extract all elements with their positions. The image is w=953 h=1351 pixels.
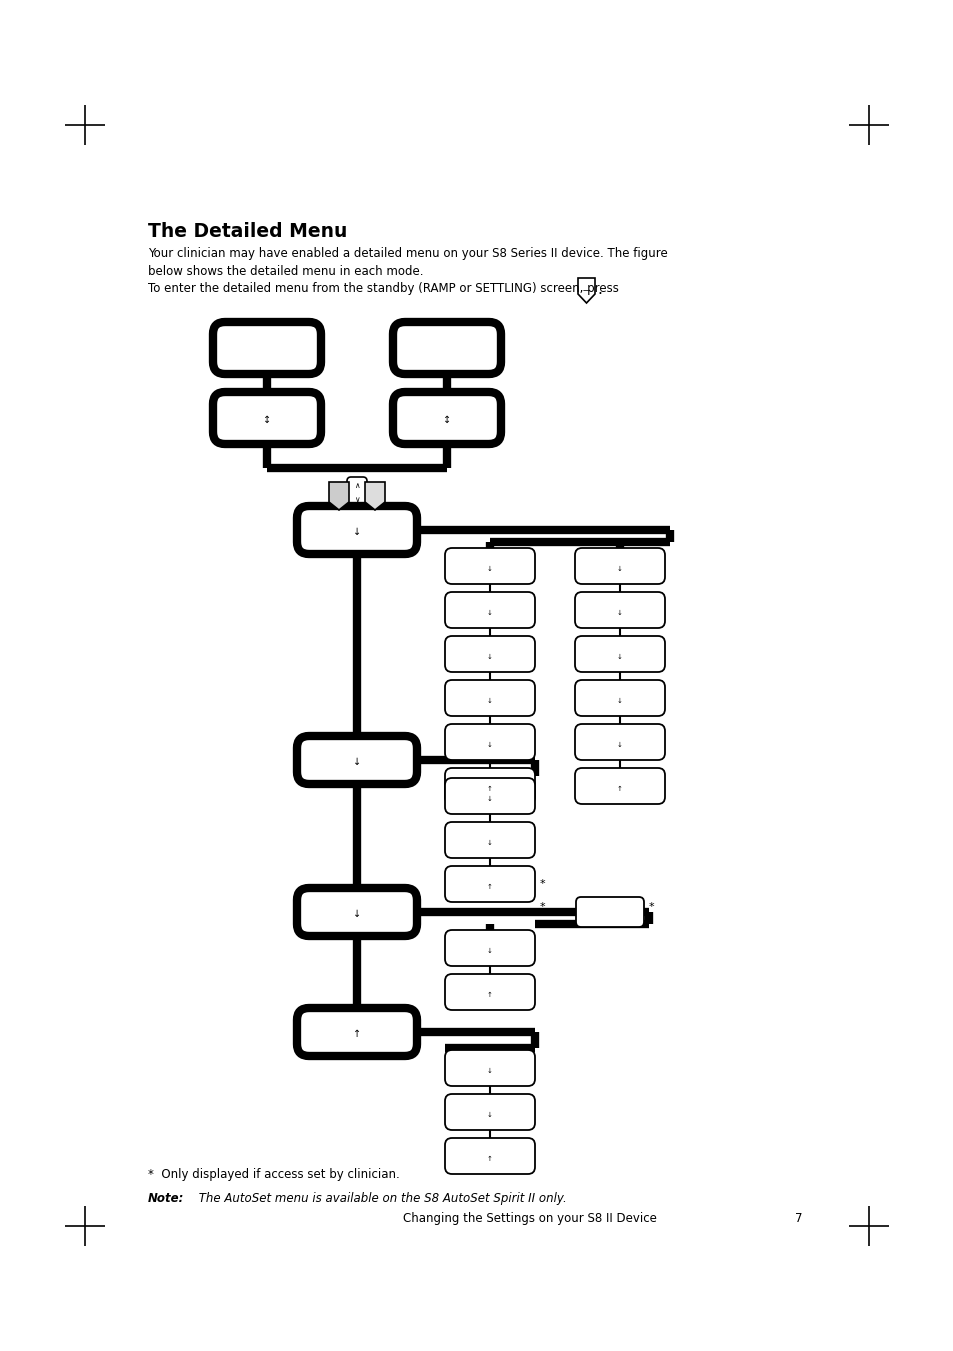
- FancyBboxPatch shape: [444, 549, 535, 584]
- Text: ↕: ↕: [263, 415, 271, 426]
- FancyBboxPatch shape: [444, 724, 535, 761]
- Text: ↓: ↓: [353, 909, 360, 919]
- Text: *: *: [659, 539, 664, 549]
- Text: ↓: ↓: [353, 527, 360, 536]
- FancyBboxPatch shape: [444, 974, 535, 1011]
- Text: ↓: ↓: [487, 566, 493, 571]
- FancyBboxPatch shape: [575, 767, 664, 804]
- FancyBboxPatch shape: [213, 322, 320, 374]
- FancyBboxPatch shape: [444, 636, 535, 671]
- Text: —: —: [582, 286, 590, 296]
- Text: 7: 7: [794, 1212, 801, 1225]
- FancyBboxPatch shape: [444, 767, 535, 804]
- Text: ↓: ↓: [487, 948, 493, 954]
- FancyBboxPatch shape: [296, 736, 416, 784]
- Text: ↓: ↓: [353, 757, 360, 767]
- FancyBboxPatch shape: [296, 1008, 416, 1056]
- FancyBboxPatch shape: [347, 477, 367, 507]
- Text: To enter the detailed menu from the standby (RAMP or SETTLING) screen, press: To enter the detailed menu from the stan…: [148, 282, 618, 295]
- Text: ↓: ↓: [617, 611, 622, 616]
- FancyBboxPatch shape: [444, 866, 535, 902]
- FancyBboxPatch shape: [296, 507, 416, 554]
- Text: *  Only displayed if access set by clinician.: * Only displayed if access set by clinic…: [148, 1169, 399, 1181]
- Text: ∧: ∧: [354, 481, 359, 490]
- Polygon shape: [365, 482, 385, 509]
- Text: ↑: ↑: [617, 786, 622, 792]
- Text: ↓: ↓: [617, 742, 622, 748]
- Text: ↓: ↓: [487, 654, 493, 661]
- Text: ↕: ↕: [442, 415, 451, 426]
- Text: ↑: ↑: [487, 786, 493, 792]
- Text: ↓: ↓: [487, 698, 493, 704]
- Text: ↓: ↓: [617, 698, 622, 704]
- Text: ↓: ↓: [487, 796, 493, 802]
- Text: ↓: ↓: [617, 566, 622, 571]
- FancyBboxPatch shape: [444, 1094, 535, 1129]
- FancyBboxPatch shape: [444, 929, 535, 966]
- Text: ↓: ↓: [487, 1069, 493, 1074]
- Polygon shape: [329, 482, 349, 509]
- Text: ∨: ∨: [354, 494, 359, 504]
- Text: ↓: ↓: [487, 742, 493, 748]
- FancyBboxPatch shape: [444, 778, 535, 815]
- FancyBboxPatch shape: [393, 322, 500, 374]
- Text: ↓: ↓: [487, 1112, 493, 1119]
- Text: *: *: [539, 902, 545, 912]
- FancyBboxPatch shape: [576, 897, 643, 927]
- Text: ↓: ↓: [617, 654, 622, 661]
- FancyBboxPatch shape: [393, 392, 500, 444]
- Text: ↑: ↑: [353, 1029, 360, 1039]
- Text: ↑: ↑: [487, 992, 493, 998]
- Text: .: .: [597, 281, 601, 296]
- Text: Note:: Note:: [148, 1192, 184, 1205]
- FancyBboxPatch shape: [444, 680, 535, 716]
- Text: ↑: ↑: [487, 1156, 493, 1162]
- Text: ↓: ↓: [487, 840, 493, 846]
- FancyBboxPatch shape: [575, 680, 664, 716]
- Text: Changing the Settings on your S8 II Device: Changing the Settings on your S8 II Devi…: [402, 1212, 657, 1225]
- Text: *: *: [529, 539, 535, 549]
- FancyBboxPatch shape: [444, 1050, 535, 1086]
- Text: The AutoSet menu is available on the S8 AutoSet Spirit II only.: The AutoSet menu is available on the S8 …: [194, 1192, 566, 1205]
- Text: *: *: [648, 902, 654, 912]
- Text: ↓: ↓: [487, 611, 493, 616]
- FancyBboxPatch shape: [444, 821, 535, 858]
- FancyBboxPatch shape: [575, 724, 664, 761]
- FancyBboxPatch shape: [444, 1138, 535, 1174]
- Text: The Detailed Menu: The Detailed Menu: [148, 222, 347, 240]
- Text: Your clinician may have enabled a detailed menu on your S8 Series II device. The: Your clinician may have enabled a detail…: [148, 247, 667, 278]
- Text: *: *: [539, 880, 545, 889]
- FancyBboxPatch shape: [444, 592, 535, 628]
- FancyBboxPatch shape: [575, 549, 664, 584]
- FancyBboxPatch shape: [575, 636, 664, 671]
- FancyBboxPatch shape: [213, 392, 320, 444]
- FancyBboxPatch shape: [575, 592, 664, 628]
- Text: ↑: ↑: [487, 884, 493, 890]
- FancyBboxPatch shape: [296, 888, 416, 936]
